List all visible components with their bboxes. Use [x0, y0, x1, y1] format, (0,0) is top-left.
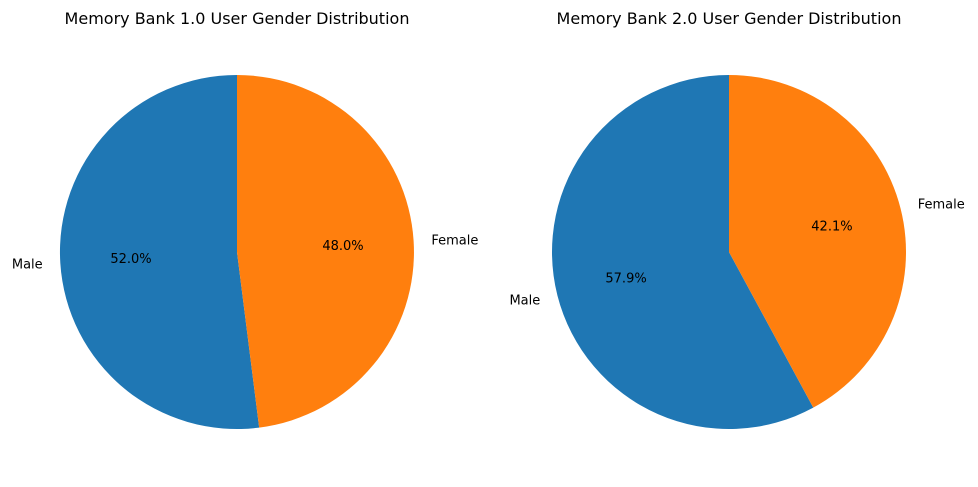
pie-slice-male — [551, 75, 814, 429]
slice-category-label: Male — [12, 258, 43, 273]
slice-percent-label: 57.9% — [605, 272, 646, 287]
slice-category-label: Female — [918, 198, 965, 213]
pie-chart-2: Memory Bank 2.0 User Gender Distribution… — [509, 9, 965, 429]
slice-percent-label: 48.0% — [322, 239, 363, 254]
slice-percent-label: 42.1% — [811, 219, 852, 234]
slice-percent-label: 52.0% — [110, 252, 151, 267]
chart-title: Memory Bank 1.0 User Gender Distribution — [65, 9, 410, 28]
pie-chart-1: Memory Bank 1.0 User Gender Distribution… — [12, 9, 478, 429]
pie-slice-female — [237, 75, 414, 428]
pie-slice-male — [59, 74, 260, 429]
pie-slice-female — [729, 75, 906, 408]
chart-title: Memory Bank 2.0 User Gender Distribution — [557, 9, 902, 28]
slice-category-label: Male — [509, 293, 540, 308]
slice-category-label: Female — [431, 233, 478, 248]
